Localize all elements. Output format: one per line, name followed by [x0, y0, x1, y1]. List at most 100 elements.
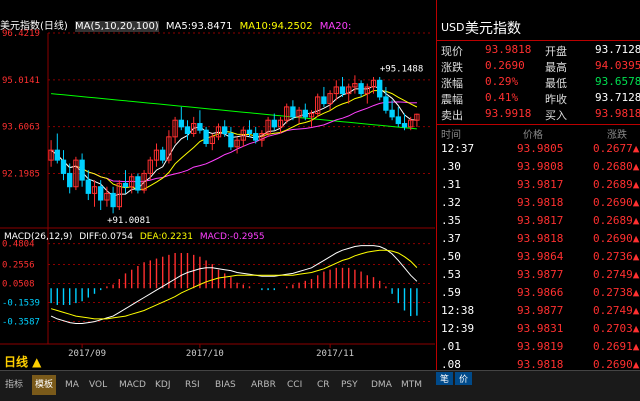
y-tick-label: 92.1985 — [2, 169, 40, 179]
trade-row[interactable]: 12:37 93.9805 0.2677▲ — [437, 140, 640, 158]
chart-header: 美元指数(日线) MA(5,10,20,100) MA5:93.8471 MA1… — [0, 17, 355, 32]
trade-header-time: 时间 — [441, 130, 461, 141]
trade-row[interactable]: 12:38 93.9877 0.2749▲ — [437, 302, 640, 320]
quote-value: 0.29% — [485, 75, 519, 88]
trade-row[interactable]: .30 93.9808 0.2680▲ — [437, 158, 640, 176]
y-tick-label: 95.0141 — [2, 76, 40, 86]
trade-row[interactable]: .32 93.9818 0.2690▲ — [437, 194, 640, 212]
quote-label: 最高 — [545, 61, 567, 74]
candle-body — [228, 133, 234, 148]
quote-label: 买入 — [545, 109, 567, 122]
macd-params-label[interactable]: MACD(26,12,9) — [4, 232, 73, 242]
quote-label: 卖出 — [441, 109, 463, 122]
trade-row[interactable]: .08 93.9818 0.2690▲ — [437, 356, 640, 374]
candle-body — [184, 126, 191, 135]
trade-row[interactable]: .53 93.9877 0.2749▲ — [437, 266, 640, 284]
indicator-tab[interactable]: 指标 — [5, 380, 24, 390]
x-tick-label: 2017/09 — [68, 349, 106, 359]
y-tick-label: 0.4804 — [2, 240, 35, 250]
quote-tab[interactable]: 价 — [455, 372, 473, 385]
trade-row[interactable]: .01 93.9819 0.2691▲ — [437, 338, 640, 356]
candle-body — [234, 139, 240, 148]
candle-body — [73, 159, 79, 188]
candle-body — [389, 109, 395, 118]
indicator-tab[interactable]: PSY — [341, 380, 358, 390]
trade-row[interactable]: 12:39 93.9831 0.2703▲ — [437, 320, 640, 338]
indicator-tab[interactable]: VOL — [89, 380, 108, 390]
trade-change: 0.2690▲ — [593, 358, 640, 371]
trade-time: .59 — [441, 286, 461, 299]
indicator-tab[interactable]: MA — [65, 380, 79, 390]
y-tick-label: 0.0508 — [2, 280, 35, 290]
trade-header-price: 价格 — [523, 130, 543, 141]
trade-change: 0.2689▲ — [593, 178, 640, 191]
quote-label: 昨收 — [545, 93, 567, 106]
candle-body — [327, 93, 333, 105]
ma20-value: MA20: — [319, 21, 352, 32]
candle-body — [383, 96, 389, 111]
indicator-tab[interactable]: CCI — [287, 380, 303, 390]
indicator-tab[interactable]: KDJ — [155, 380, 171, 390]
candle-body — [265, 119, 271, 135]
candle-body — [91, 186, 98, 194]
trade-row[interactable]: .31 93.9817 0.2689▲ — [437, 176, 640, 194]
candle-body — [160, 149, 166, 161]
quote-row: 现价 93.9818 开盘 93.7128 — [437, 42, 640, 58]
ma5-value: MA5:93.8471 — [165, 21, 233, 32]
candle-body — [408, 119, 414, 128]
indicator-tab[interactable]: RSI — [185, 380, 200, 390]
period-selector[interactable]: 日线 ▲ — [4, 355, 42, 369]
quote-value: 0.41% — [485, 91, 519, 104]
indicator-tab[interactable]: 模板 — [32, 375, 57, 395]
ma-params-label[interactable]: MA(5,10,20,100) — [75, 21, 159, 32]
trade-price: 93.9864 — [517, 250, 564, 263]
trade-row[interactable]: .50 93.9864 0.2736▲ — [437, 248, 640, 266]
quote-bottom-tabs: 笔价 — [436, 372, 496, 386]
quote-row: 震幅 0.41% 昨收 93.7128 — [437, 90, 640, 106]
price-annotation: +95.1488 — [380, 64, 423, 74]
trade-time: .08 — [441, 358, 461, 371]
quote-label: 震幅 — [441, 93, 463, 106]
y-tick-label: 93.6063 — [2, 123, 40, 133]
indicator-tab[interactable]: CR — [317, 380, 330, 390]
ma10-value: MA10:94.2502 — [239, 21, 313, 32]
candle-body — [135, 176, 141, 191]
trade-change: 0.2749▲ — [593, 268, 640, 281]
quote-label: 现价 — [441, 45, 463, 58]
candle-body — [98, 186, 104, 201]
trade-price: 93.9805 — [517, 142, 564, 155]
indicator-tab[interactable]: MTM — [401, 380, 423, 390]
trade-time: 12:39 — [441, 322, 475, 335]
trade-price: 93.9808 — [517, 160, 564, 173]
y-tick-label: -0.1539 — [2, 299, 40, 309]
trade-price: 93.9817 — [517, 178, 564, 191]
indicator-tab[interactable]: DMA — [371, 380, 392, 390]
trade-row[interactable]: .35 93.9817 0.2689▲ — [437, 212, 640, 230]
candle-body — [370, 79, 377, 88]
candle-body — [67, 172, 73, 188]
quote-value: 93.7128 — [595, 91, 640, 104]
quote-value: 93.9818 — [485, 43, 532, 56]
candle-body — [277, 119, 284, 128]
candle-body — [401, 123, 408, 128]
ma5-line — [50, 85, 417, 197]
candle-body — [259, 133, 265, 141]
trade-change: 0.2749▲ — [593, 304, 640, 317]
quote-tab[interactable]: 笔 — [436, 372, 454, 385]
chart-panel[interactable]: 96.4219 95.0141 93.6063 92.1985 0.4804 0.2556… — [0, 0, 435, 400]
candle-body — [116, 182, 122, 208]
indicator-tab[interactable]: MACD — [119, 380, 146, 390]
indicator-tab[interactable]: BIAS — [215, 380, 236, 390]
trade-row[interactable]: .59 93.9866 0.2738▲ — [437, 284, 640, 302]
diff-line — [50, 245, 418, 324]
indicator-tab[interactable]: ARBR — [251, 380, 276, 390]
trade-row[interactable]: .37 93.9818 0.2690▲ — [437, 230, 640, 248]
candle-body — [333, 86, 339, 95]
candle-body — [191, 123, 197, 135]
indicator-tabbar: 指标 模板 MA VOL MACD KDJ RSI BIAS ARBR CCI CR PSY DMA MT… — [0, 370, 640, 401]
trade-price: 93.9877 — [517, 268, 564, 281]
candle-body — [296, 109, 302, 118]
trade-price: 93.9817 — [517, 214, 564, 227]
quote-label: 涨跌 — [441, 61, 463, 74]
kline-chart[interactable]: 96.4219 95.0141 93.6063 92.1985 0.4804 0.2556… — [0, 0, 435, 370]
